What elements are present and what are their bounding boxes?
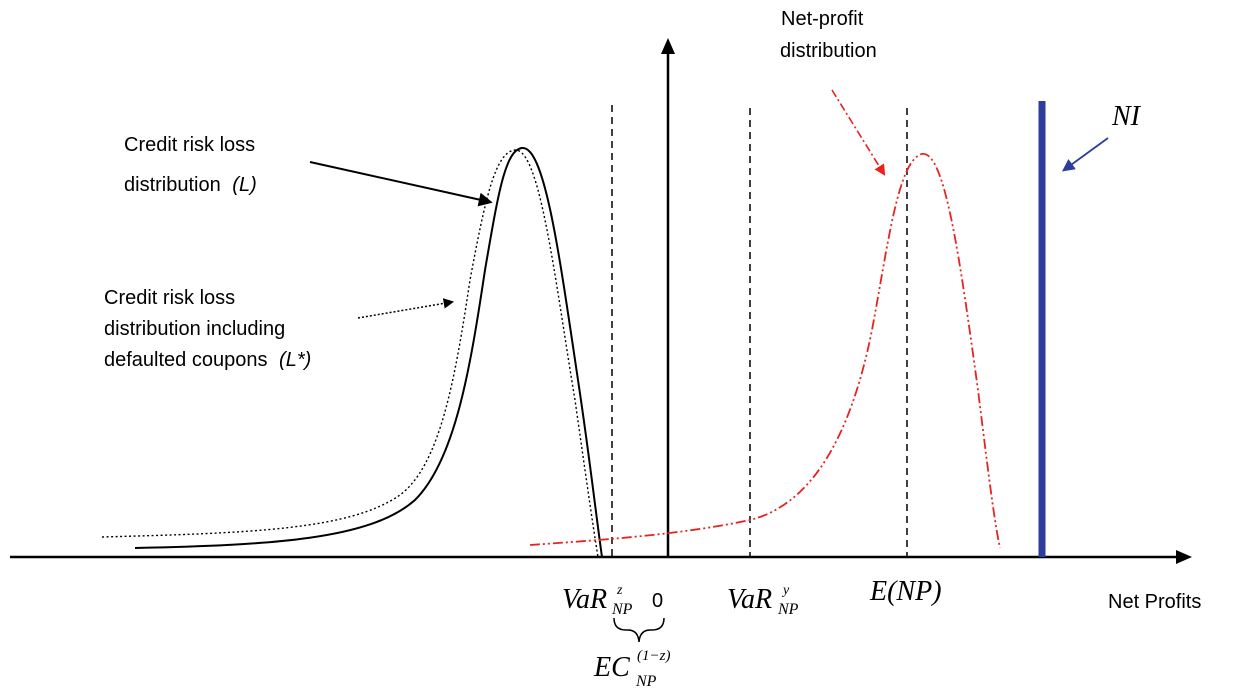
credit-loss-lstar-label: Credit risk loss distribution including … (104, 287, 311, 371)
ec-brace (613, 617, 665, 643)
x-axis-title: Net Profits (1108, 591, 1201, 613)
var-y-label: VaR y NP (727, 583, 799, 618)
credit-loss-lstar-curve (101, 149, 599, 558)
enp-label: E(NP) (869, 576, 942, 607)
credit-loss-l-pointer (309, 161, 493, 207)
ec-label: EC (1−z) NP (593, 648, 670, 690)
zero-label: 0 (652, 590, 663, 612)
var-z-label: VaR z NP (562, 583, 633, 618)
net-profit-curve (529, 153, 1001, 549)
net-profit-label: Net-profit distribution (780, 8, 877, 62)
ni-label: NI (1111, 101, 1142, 132)
svg-text:EC: EC (593, 652, 630, 683)
credit-loss-lstar-pointer (357, 298, 455, 319)
svg-text:NP: NP (611, 601, 633, 618)
svg-text:VaR: VaR (562, 584, 607, 615)
x-axis-arrowhead (1176, 550, 1192, 564)
credit-loss-l-label: Credit risk loss distribution (L) (124, 134, 261, 196)
ni-pointer (1061, 137, 1109, 172)
svg-text:z: z (616, 583, 623, 598)
svg-text:y: y (781, 583, 790, 598)
credit-loss-l-curve (134, 146, 603, 558)
net-profit-pointer (831, 89, 886, 176)
svg-text:NP: NP (777, 601, 799, 618)
svg-text:(1−z): (1−z) (637, 648, 670, 664)
svg-text:NP: NP (635, 673, 657, 690)
svg-text:VaR: VaR (727, 584, 772, 615)
y-axis-arrowhead (661, 38, 675, 54)
